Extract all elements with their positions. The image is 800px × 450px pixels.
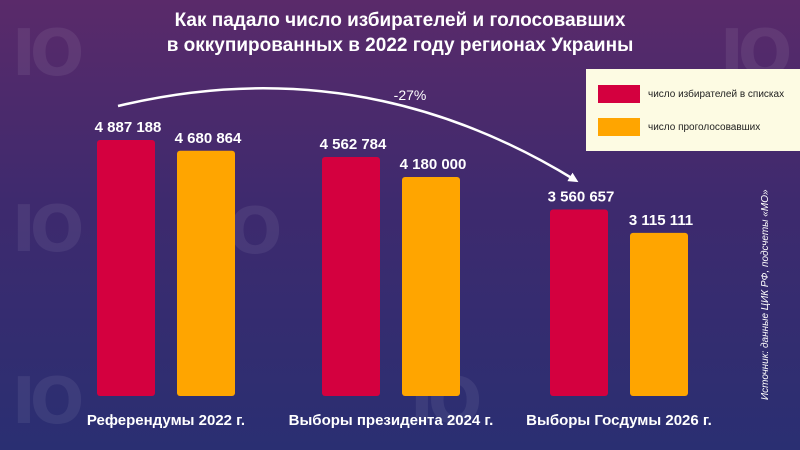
legend-item-voted: число проголосовавших — [598, 118, 760, 136]
category-label: Выборы Госдумы 2026 г. — [526, 412, 712, 429]
bar-voted-2 — [630, 232, 688, 396]
watermark-logo: IO — [12, 193, 84, 267]
data-label: 3 560 657 — [548, 188, 615, 205]
chart-title-line-2: в оккупированных в 2022 году регионах Ук… — [166, 35, 634, 56]
data-label: 3 115 111 — [629, 212, 693, 229]
bar-voted-1 — [402, 177, 460, 396]
decline-arrow — [117, 87, 579, 183]
legend-swatch-voted — [598, 118, 640, 136]
legend-item-voters: число избирателей в списках — [598, 85, 784, 103]
chart-legend: число избирателей в списках число прогол… — [586, 69, 800, 151]
data-label: 4 680 864 — [175, 130, 242, 147]
chart-title-line-1: Как падало число избирателей и голосовав… — [174, 10, 626, 31]
bar-voted-0 — [177, 150, 235, 396]
legend-label-voters: число избирателей в списках — [648, 88, 785, 100]
watermark-logo: IO — [12, 365, 84, 439]
bar-voters-2 — [550, 209, 608, 396]
data-label: 4 887 188 — [95, 119, 162, 136]
category-label: Референдумы 2022 г. — [87, 412, 245, 429]
watermark-logo: IO — [12, 17, 84, 91]
data-label: 4 562 784 — [320, 136, 387, 153]
bar-voters-0 — [97, 140, 155, 396]
legend-label-voted: число проголосовавших — [648, 121, 761, 133]
data-label: 4 180 000 — [400, 156, 467, 173]
source-note: Источник: данные ЦИК РФ, подсчеты «МО» — [760, 189, 771, 400]
bar-voters-1 — [322, 156, 380, 396]
chart-title: Как падало число избирателей и голосовав… — [120, 8, 680, 58]
category-label: Выборы президента 2024 г. — [289, 412, 494, 429]
decline-annotation: -27% — [394, 87, 427, 103]
legend-swatch-voters — [598, 85, 640, 103]
